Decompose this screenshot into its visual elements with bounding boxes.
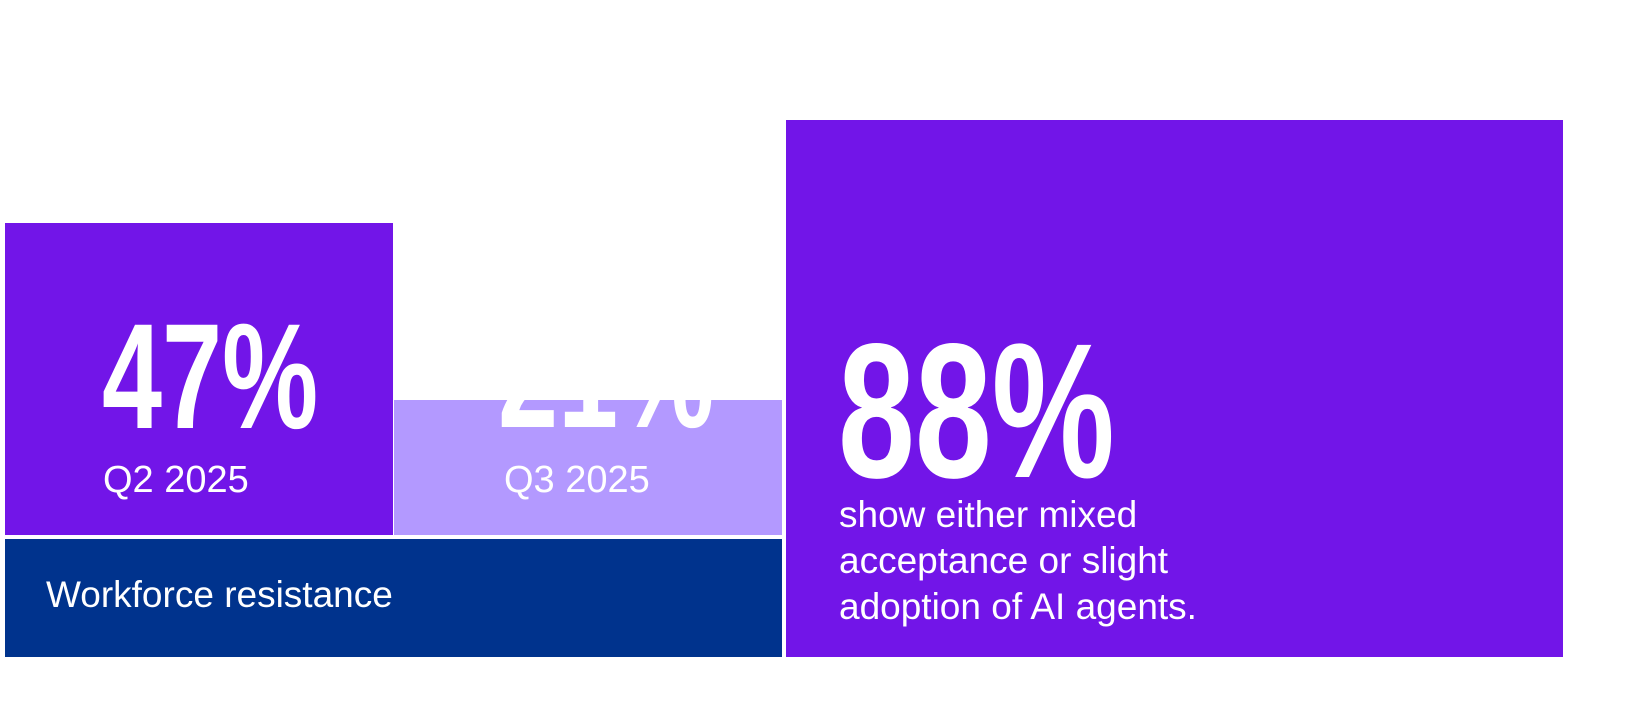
category-label-q2: Q2 2025 bbox=[103, 459, 249, 501]
value-label-q3: 21% bbox=[498, 291, 715, 459]
bar-q2-2025: 47% Q2 2025 bbox=[5, 223, 393, 535]
callout-line: adoption of AI agents. bbox=[839, 586, 1197, 627]
value-label-q2: 47% bbox=[102, 292, 319, 460]
category-label-q3: Q3 2025 bbox=[504, 459, 650, 501]
callout-line: acceptance or slight bbox=[839, 540, 1169, 581]
callout-line: show either mixed bbox=[839, 494, 1138, 535]
callout-value: 88% bbox=[838, 303, 1115, 518]
bar-q3-2025: 21% Q3 2025 bbox=[394, 300, 782, 535]
callout-box: 88% show either mixed acceptance or slig… bbox=[786, 120, 1563, 657]
chart-title-bar: Workforce resistance bbox=[5, 539, 782, 657]
callout-text: show either mixed acceptance or slight a… bbox=[839, 492, 1197, 630]
chart-title: Workforce resistance bbox=[46, 574, 393, 615]
